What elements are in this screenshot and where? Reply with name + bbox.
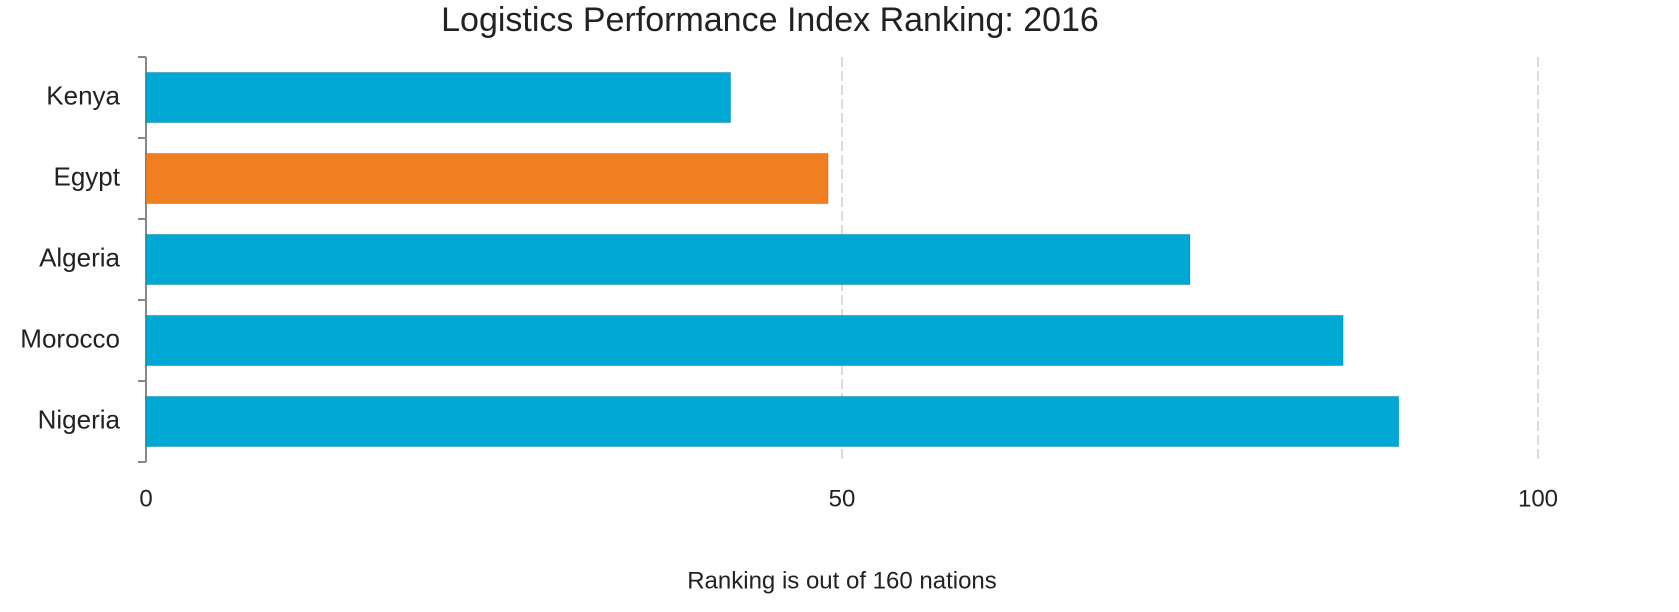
chart-title: Logistics Performance Index Ranking: 201… bbox=[441, 1, 1099, 39]
bar bbox=[145, 233, 1191, 286]
y-tick-label: Morocco bbox=[20, 323, 120, 353]
x-axis-label: Ranking is out of 160 nations bbox=[687, 567, 997, 594]
y-tick-label: Kenya bbox=[46, 80, 120, 110]
x-tick-label: 100 bbox=[1518, 485, 1558, 512]
y-tick-label: Egypt bbox=[54, 161, 121, 191]
x-tick-label: 0 bbox=[139, 485, 152, 512]
bar bbox=[145, 395, 1400, 448]
y-tick-label: Algeria bbox=[39, 242, 120, 272]
bar bbox=[145, 71, 732, 124]
y-tick-label: Nigeria bbox=[38, 404, 121, 434]
x-tick-label: 50 bbox=[829, 485, 856, 512]
bar bbox=[145, 314, 1344, 367]
bar bbox=[145, 152, 829, 205]
